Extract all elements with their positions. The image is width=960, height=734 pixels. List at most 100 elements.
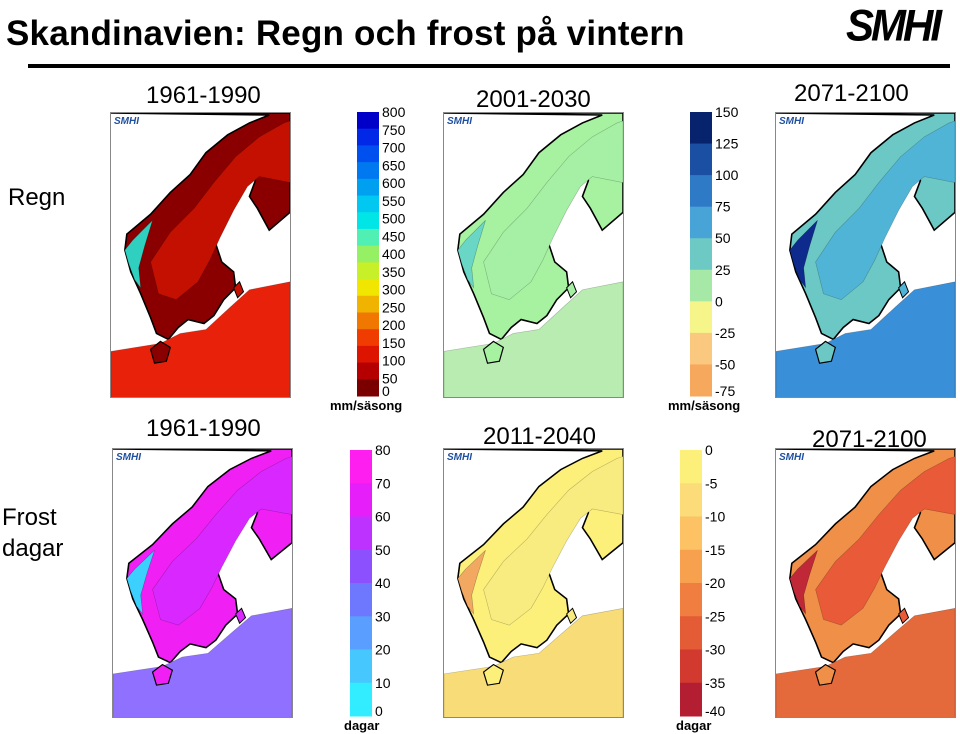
row-label-frost: Frost dagar — [2, 502, 63, 564]
colorbar-tick-label: 50 — [715, 230, 731, 246]
colorbar-swatch — [357, 212, 379, 230]
colorbar-tick-label: 400 — [382, 246, 406, 262]
colorbar-swatch — [350, 583, 372, 617]
map-smhi-logo: SMHI — [447, 116, 472, 127]
colorbar-swatch — [690, 175, 712, 208]
colorbar-swatch — [690, 206, 712, 239]
colorbar-swatch — [690, 112, 712, 145]
colorbar-swatch — [680, 682, 702, 717]
colorbar-swatch — [350, 549, 372, 584]
colorbar-tick-label: -30 — [705, 642, 725, 658]
map-frost-2071-2100: SMHI — [775, 448, 956, 718]
colorbar-tick-label: 25 — [715, 262, 731, 278]
colorbar-swatch — [680, 516, 702, 551]
map-svg — [444, 449, 623, 717]
colorbar-tick-label: 250 — [382, 299, 406, 315]
map-denmark — [814, 663, 837, 686]
colorbar-rain-absolute-unit: mm/säsong — [330, 398, 403, 413]
colorbar-swatch — [690, 332, 712, 365]
colorbar-tick-label: 750 — [382, 122, 406, 138]
title-rule — [28, 64, 950, 68]
map-south-region — [776, 608, 955, 717]
colorbar-swatch — [690, 364, 712, 397]
colorbar-tick-label: 150 — [715, 104, 739, 120]
colorbar-swatch — [680, 649, 702, 684]
colorbar-swatch — [357, 312, 379, 330]
colorbar-swatch — [357, 112, 379, 130]
map-denmark — [151, 663, 174, 686]
colorbar-swatch — [680, 549, 702, 584]
colorbar-tick-label: -25 — [715, 325, 735, 341]
map-south-region — [113, 608, 292, 717]
colorbar-tick-label: 350 — [382, 264, 406, 280]
map-south-region — [444, 281, 623, 397]
colorbar-tick-label: 0 — [375, 703, 383, 719]
colorbar-tick-label: -10 — [705, 509, 725, 525]
colorbar-tick-label: 0 — [382, 383, 390, 399]
colorbar-swatch — [357, 195, 379, 213]
smhi-logo: SMHI — [846, 0, 942, 51]
page-title: Skandinavien: Regn och frost på vintern — [6, 14, 685, 53]
colorbar-tick-label: 650 — [382, 157, 406, 173]
map-rain-2001-2030: SMHI — [443, 112, 624, 398]
colorbar-swatch — [680, 483, 702, 517]
colorbar-tick-label: 300 — [382, 282, 406, 298]
map-coast-region — [126, 550, 155, 615]
colorbar-tick-label: 50 — [382, 370, 398, 386]
colorbar-frost-change-unit: dagar — [676, 718, 712, 733]
colorbar-swatch — [357, 295, 379, 313]
colorbar-tick-label: 500 — [382, 211, 406, 227]
map-contour-region — [483, 120, 623, 301]
map-coast-region — [457, 220, 486, 289]
row-label-frost-line1: Frost — [2, 504, 57, 531]
colorbar-swatch — [350, 450, 372, 484]
period-rain-3: 2071-2100 — [794, 80, 909, 107]
colorbar-swatch — [680, 450, 702, 484]
map-smhi-logo: SMHI — [116, 452, 141, 463]
colorbar-tick-label: 550 — [382, 193, 406, 209]
colorbar-swatch — [690, 143, 712, 176]
colorbar-tick-label: -35 — [705, 675, 725, 691]
colorbar-swatch — [690, 301, 712, 334]
colorbar-swatch — [350, 516, 372, 551]
colorbar-tick-label: -25 — [705, 608, 725, 624]
map-coast-region — [124, 220, 153, 289]
rain_change-svg: 150 125 100 75 50 25 0 -25 -50 -75 — [690, 104, 739, 399]
map-contour-region — [815, 456, 955, 626]
colorbar-swatch — [357, 145, 379, 163]
colorbar-tick-label: 70 — [375, 475, 391, 491]
colorbar-tick-label: 20 — [375, 642, 391, 658]
period-frost-2: 2011-2040 — [483, 423, 596, 450]
colorbar-tick-label: -20 — [705, 575, 725, 591]
colorbar-swatch — [680, 616, 702, 650]
map-south-region — [776, 281, 955, 397]
map-gotland — [898, 280, 910, 299]
colorbar-frost-change: 0 -5 -10 -15 -20 -25 -30 -35 -40 — [680, 442, 740, 719]
colorbar-tick-label: 600 — [382, 175, 406, 191]
colorbar-tick-label: 200 — [382, 317, 406, 333]
colorbar-tick-label: 150 — [382, 335, 406, 351]
map-south-region — [111, 281, 290, 397]
map-smhi-logo: SMHI — [114, 116, 139, 127]
map-svg — [776, 113, 955, 397]
colorbar-swatch — [357, 345, 379, 364]
map-rain-1961-1990: SMHI — [110, 112, 291, 398]
map-gotland — [233, 280, 245, 299]
map-contour-region — [150, 120, 290, 301]
map-frost-1961-1990: SMHI — [112, 448, 293, 718]
colorbar-tick-label: 10 — [375, 675, 391, 691]
colorbar-tick-label: 0 — [705, 442, 713, 458]
map-smhi-logo: SMHI — [447, 452, 472, 463]
row-label-rain: Regn — [8, 184, 66, 211]
colorbar-tick-label: 100 — [382, 353, 406, 369]
colorbar-tick-label: 800 — [382, 104, 406, 120]
colorbar-tick-label: 0 — [715, 293, 723, 309]
period-frost-1: 1961-1990 — [146, 415, 261, 442]
period-rain-1: 1961-1990 — [146, 82, 261, 109]
colorbar-rain-change: 150 125 100 75 50 25 0 -25 -50 -75 — [690, 104, 750, 399]
colorbar-swatch — [357, 178, 379, 197]
map-coast-region — [789, 550, 818, 615]
colorbar-tick-label: -50 — [715, 356, 735, 372]
map-coast-region — [789, 220, 818, 289]
map-gotland — [566, 607, 578, 625]
